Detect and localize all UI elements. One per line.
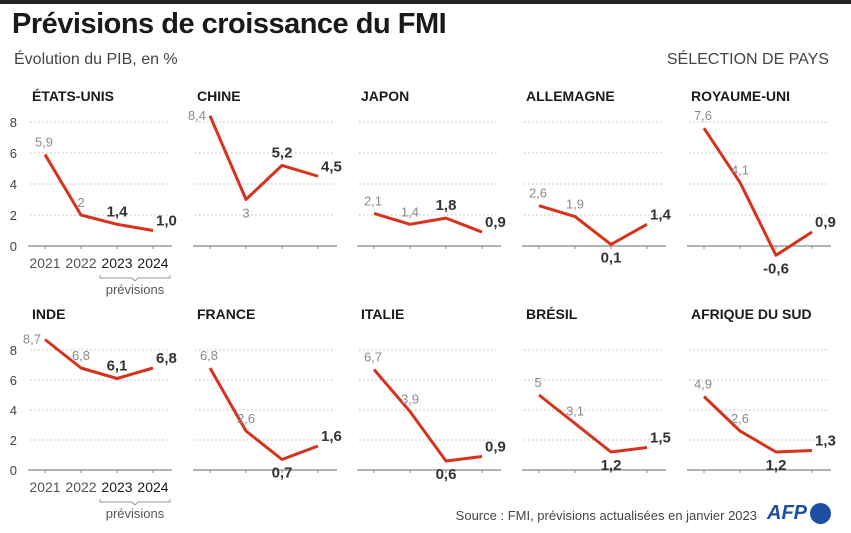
series-line: [372, 368, 483, 463]
data-label: 5,2: [272, 144, 293, 161]
series-line: [702, 395, 813, 454]
series-line: [44, 338, 154, 380]
data-label: 6,1: [107, 358, 128, 375]
series-line: [538, 204, 648, 246]
data-label: 2,6: [529, 186, 547, 201]
data-label: 1,2: [601, 457, 622, 474]
x-tick-label: 2023: [101, 479, 132, 495]
x-tick-label: 2024: [137, 255, 168, 271]
y-tick-label: 0: [10, 239, 17, 254]
afp-logo: AFP: [767, 502, 807, 524]
data-label: 2: [77, 195, 84, 210]
y-tick-label: 0: [10, 463, 17, 478]
data-label: 1,4: [107, 203, 129, 220]
chart-title: Prévisions de croissance du FMI: [12, 8, 447, 40]
data-label: 1,4: [401, 204, 419, 219]
data-label: 6,8: [72, 348, 90, 363]
y-tick-label: 2: [10, 208, 17, 223]
panel-title: ROYAUME-UNI: [691, 88, 790, 104]
data-label: 1,5: [650, 430, 671, 447]
data-label: 2,6: [731, 411, 749, 426]
data-label: 5: [534, 375, 541, 390]
data-label: 2,6: [237, 411, 255, 426]
forecast-bracket: [99, 499, 171, 506]
chart-subtitle: Évolution du PIB, en %: [14, 51, 178, 68]
data-label: 1,3: [815, 433, 836, 450]
series-line: [702, 127, 813, 257]
data-label: 1,6: [321, 428, 342, 445]
y-tick-label: 2: [10, 433, 17, 448]
data-label: 0,9: [815, 214, 836, 231]
series-line: [373, 212, 483, 234]
x-tick-label: 2023: [101, 255, 132, 271]
data-label: 8,4: [188, 108, 206, 123]
data-label: 1,0: [156, 213, 177, 230]
data-label: 4,5: [321, 158, 342, 175]
data-label: 2,1: [364, 193, 382, 208]
y-tick-label: 4: [10, 177, 17, 192]
data-label: 0,9: [485, 214, 506, 231]
y-tick-label: 8: [10, 343, 17, 358]
data-label: 4,1: [731, 162, 749, 177]
afp-logo-dot: [810, 503, 831, 524]
y-tick-label: 8: [10, 115, 17, 130]
data-label: 6,7: [364, 350, 382, 365]
data-label: 1,9: [566, 197, 584, 212]
selection-label: SÉLECTION DE PAYS: [666, 51, 829, 68]
x-tick-label: 2024: [137, 479, 168, 495]
panel-title: BRÉSIL: [526, 306, 578, 322]
panel-title: ALLEMAGNE: [526, 88, 615, 104]
x-tick-label: 2021: [29, 255, 60, 271]
y-tick-label: 6: [10, 373, 17, 388]
data-label: 0,7: [272, 465, 293, 482]
y-tick-label: 6: [10, 146, 17, 161]
x-tick-label: 2022: [65, 479, 96, 495]
panel-title: INDE: [32, 306, 65, 322]
data-label: 0,9: [485, 439, 506, 456]
data-label: 6,8: [200, 348, 218, 363]
panel-title: ÉTATS-UNIS: [32, 88, 114, 104]
series-line: [538, 393, 648, 454]
y-tick-label: 4: [10, 403, 17, 418]
series-line: [43, 153, 154, 232]
forecast-bracket: [99, 275, 171, 282]
series-line: [208, 115, 319, 201]
data-label: 1,4: [650, 206, 672, 223]
x-tick-label: 2021: [29, 479, 60, 495]
data-label: 3,1: [566, 404, 584, 419]
panel-title: CHINE: [197, 88, 241, 104]
data-label: 1,8: [436, 197, 457, 214]
forecast-label: prévisions: [106, 282, 165, 297]
data-label: -0,6: [763, 260, 789, 277]
data-label: 1,2: [766, 457, 787, 474]
data-label: 5,9: [35, 135, 53, 150]
x-tick-label: 2022: [65, 255, 96, 271]
data-label: 4,9: [694, 377, 712, 392]
source-note: Source : FMI, prévisions actualisées en …: [455, 508, 757, 523]
data-label: 6,8: [156, 350, 177, 367]
forecast-label: prévisions: [106, 506, 165, 521]
data-label: 3: [242, 206, 249, 221]
data-label: 0,6: [436, 466, 457, 483]
panel-title: JAPON: [361, 88, 409, 104]
panel-title: AFRIQUE DU SUD: [691, 306, 812, 322]
data-label: 3,9: [401, 392, 419, 407]
data-label: 0,1: [601, 249, 622, 266]
series-line: [208, 367, 319, 461]
data-label: 8,7: [23, 332, 41, 347]
top-rule: [0, 0, 851, 4]
data-label: 7,6: [694, 108, 712, 123]
panel-title: FRANCE: [197, 306, 255, 322]
panel-title: ITALIE: [361, 306, 404, 322]
